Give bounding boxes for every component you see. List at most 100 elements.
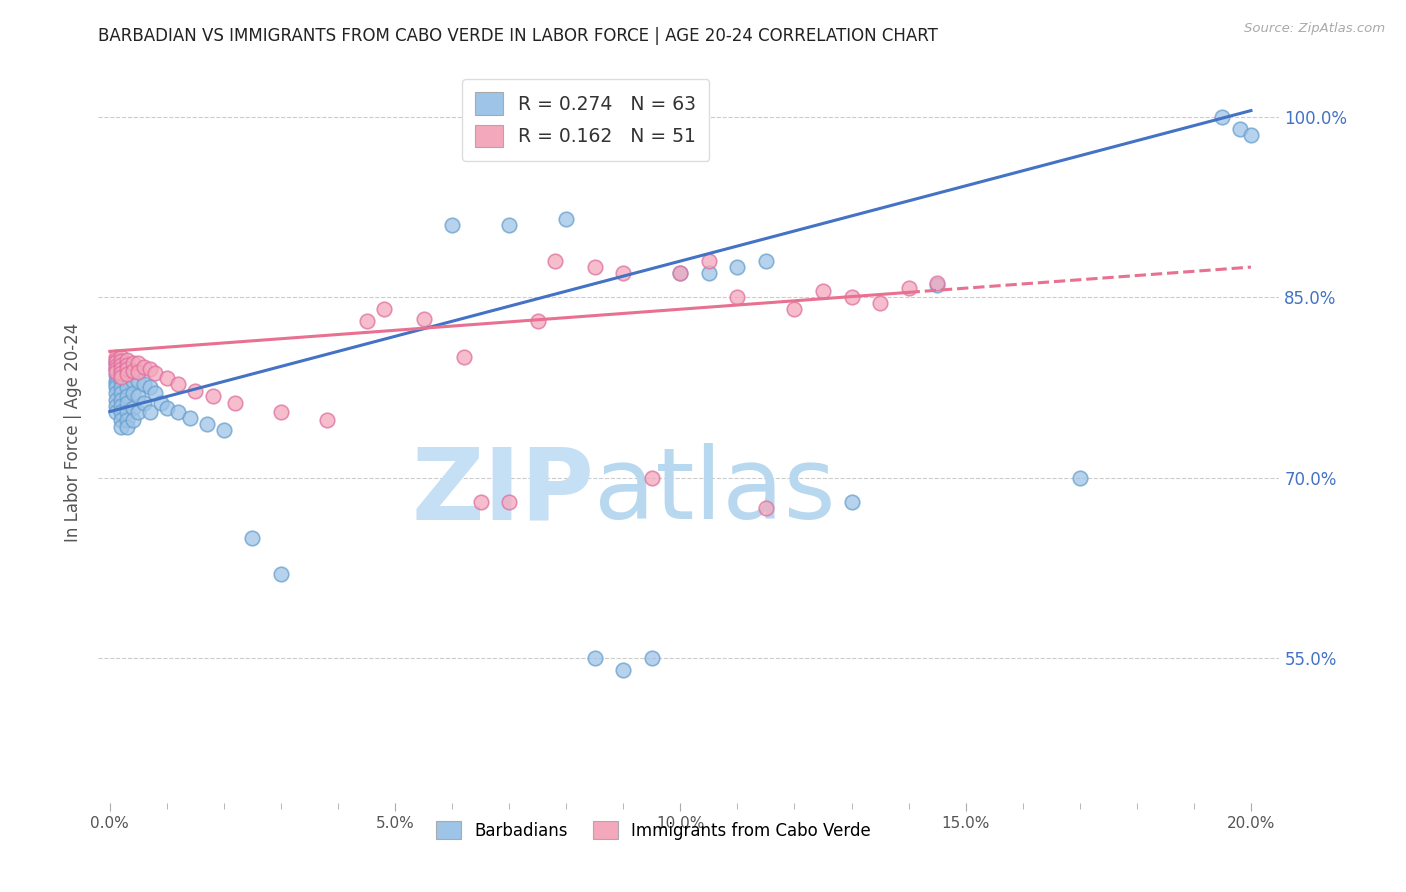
Point [104, 362, 127, 376]
Point [121, 386, 143, 401]
Point [869, 296, 891, 310]
Point [612, 266, 634, 280]
Point [115, 358, 138, 372]
Point [110, 413, 132, 427]
Point [104, 375, 127, 389]
Point [121, 375, 143, 389]
Point [127, 365, 149, 379]
Point [104, 399, 127, 413]
Point [110, 369, 132, 384]
Point [121, 363, 143, 377]
Point [583, 651, 606, 665]
Point [104, 359, 127, 373]
Point [132, 396, 155, 410]
Point [201, 389, 224, 403]
Point [104, 355, 127, 369]
Point [697, 254, 720, 268]
Point [725, 260, 748, 274]
Point [110, 362, 132, 376]
Point [139, 362, 162, 376]
Point [110, 420, 132, 434]
Point [841, 290, 863, 304]
Point [110, 399, 132, 413]
Point [270, 404, 292, 418]
Point [115, 404, 138, 418]
Point [145, 366, 167, 380]
Point [755, 254, 778, 268]
Point [669, 266, 692, 280]
Point [115, 380, 138, 394]
Point [811, 284, 834, 298]
Point [121, 413, 143, 427]
Point [115, 420, 138, 434]
Point [544, 254, 567, 268]
Point [110, 362, 132, 376]
Point [697, 266, 720, 280]
Point [212, 423, 235, 437]
Point [150, 396, 173, 410]
Point [1229, 121, 1251, 136]
Point [104, 356, 127, 370]
Point [104, 362, 127, 376]
Point [356, 314, 378, 328]
Point [110, 351, 132, 365]
Point [412, 311, 434, 326]
Point [498, 218, 520, 232]
Point [115, 352, 138, 367]
Y-axis label: In Labor Force | Age 20-24: In Labor Force | Age 20-24 [65, 323, 83, 542]
Point [127, 404, 149, 418]
Point [373, 302, 395, 317]
Point [195, 417, 218, 431]
Point [110, 375, 132, 389]
Text: Source: ZipAtlas.com: Source: ZipAtlas.com [1244, 22, 1385, 36]
Point [641, 651, 664, 665]
Point [612, 664, 634, 678]
Point [526, 314, 548, 328]
Point [184, 384, 207, 398]
Point [115, 389, 138, 403]
Point [121, 401, 143, 415]
Point [179, 410, 201, 425]
Point [897, 280, 920, 294]
Point [121, 356, 143, 370]
Point [755, 500, 778, 515]
Point [104, 368, 127, 383]
Text: ZIP: ZIP [412, 443, 595, 541]
Point [156, 371, 179, 385]
Point [441, 218, 464, 232]
Point [139, 380, 162, 394]
Point [104, 392, 127, 407]
Point [115, 368, 138, 383]
Point [270, 567, 292, 582]
Point [841, 495, 863, 509]
Point [104, 365, 127, 379]
Point [669, 266, 692, 280]
Point [583, 260, 606, 274]
Point [927, 276, 949, 290]
Point [110, 392, 132, 407]
Point [1240, 128, 1263, 142]
Point [139, 404, 162, 418]
Point [104, 376, 127, 391]
Point [927, 278, 949, 293]
Point [315, 413, 337, 427]
Point [110, 358, 132, 372]
Point [132, 376, 155, 391]
Point [110, 404, 132, 418]
Point [132, 359, 155, 374]
Point [104, 404, 127, 418]
Point [110, 380, 132, 394]
Point [127, 356, 149, 370]
Point [104, 380, 127, 394]
Point [167, 404, 190, 418]
Legend: Barbadians, Immigrants from Cabo Verde: Barbadians, Immigrants from Cabo Verde [429, 814, 877, 847]
Point [115, 396, 138, 410]
Point [783, 302, 806, 317]
Point [145, 386, 167, 401]
Point [498, 495, 520, 509]
Point [127, 375, 149, 389]
Point [110, 366, 132, 380]
Point [470, 495, 492, 509]
Point [115, 368, 138, 382]
Point [104, 352, 127, 367]
